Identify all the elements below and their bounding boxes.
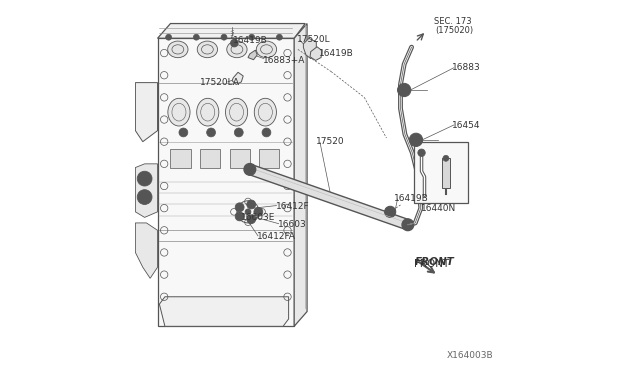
Bar [442, 158, 450, 188]
Bar [200, 149, 220, 167]
Circle shape [230, 39, 238, 47]
Polygon shape [136, 83, 157, 142]
Circle shape [245, 209, 251, 215]
Ellipse shape [168, 41, 188, 58]
Circle shape [402, 219, 414, 231]
Text: 17520LA: 17520LA [200, 78, 240, 87]
Polygon shape [248, 50, 257, 60]
Circle shape [385, 206, 396, 217]
Circle shape [236, 203, 244, 212]
Text: (175020): (175020) [435, 26, 474, 35]
Text: 16454: 16454 [452, 121, 481, 129]
Ellipse shape [227, 41, 247, 58]
Text: 17520: 17520 [316, 137, 345, 146]
Polygon shape [294, 23, 307, 326]
Text: X164003B: X164003B [447, 350, 493, 359]
Ellipse shape [168, 98, 190, 126]
Text: 16419B: 16419B [394, 194, 429, 203]
Polygon shape [159, 297, 289, 326]
Circle shape [193, 34, 199, 40]
Polygon shape [136, 164, 157, 217]
Ellipse shape [225, 98, 248, 126]
Circle shape [244, 163, 256, 175]
Text: 16883: 16883 [452, 63, 481, 72]
Bar [259, 149, 280, 167]
Circle shape [234, 128, 243, 137]
Text: 16412FA: 16412FA [257, 232, 296, 241]
Circle shape [236, 212, 244, 221]
Circle shape [443, 155, 449, 161]
Circle shape [247, 200, 255, 209]
Ellipse shape [196, 98, 219, 126]
Polygon shape [157, 38, 294, 326]
Text: 16419B: 16419B [233, 36, 268, 45]
Text: 16603E: 16603E [241, 213, 275, 222]
Polygon shape [232, 72, 243, 84]
Polygon shape [136, 223, 157, 278]
Circle shape [221, 34, 227, 40]
Circle shape [249, 34, 255, 40]
Circle shape [410, 133, 422, 147]
Circle shape [418, 149, 425, 157]
Ellipse shape [254, 98, 276, 126]
Text: 16440N: 16440N [420, 203, 456, 213]
Text: 16419B: 16419B [319, 49, 354, 58]
Text: FRONT: FRONT [414, 259, 449, 269]
Text: 17520L: 17520L [297, 35, 330, 44]
Circle shape [247, 215, 255, 224]
Text: 16412F: 16412F [276, 202, 309, 211]
Polygon shape [310, 47, 322, 61]
Circle shape [276, 34, 282, 40]
Text: 16883+A: 16883+A [263, 56, 305, 65]
Bar [230, 149, 250, 167]
Text: 16603: 16603 [278, 220, 307, 229]
Circle shape [207, 128, 216, 137]
Bar [170, 149, 191, 167]
Circle shape [137, 171, 152, 186]
Polygon shape [248, 164, 410, 230]
Circle shape [179, 128, 188, 137]
Circle shape [262, 128, 271, 137]
Polygon shape [303, 38, 316, 59]
Bar [414, 142, 468, 203]
Text: SEC. 173: SEC. 173 [435, 17, 472, 26]
Ellipse shape [197, 41, 218, 58]
Circle shape [254, 208, 263, 216]
Circle shape [137, 190, 152, 205]
Ellipse shape [256, 41, 276, 58]
Text: FRONT: FRONT [415, 257, 454, 267]
Polygon shape [157, 23, 305, 38]
Circle shape [397, 83, 411, 97]
Circle shape [166, 34, 172, 40]
